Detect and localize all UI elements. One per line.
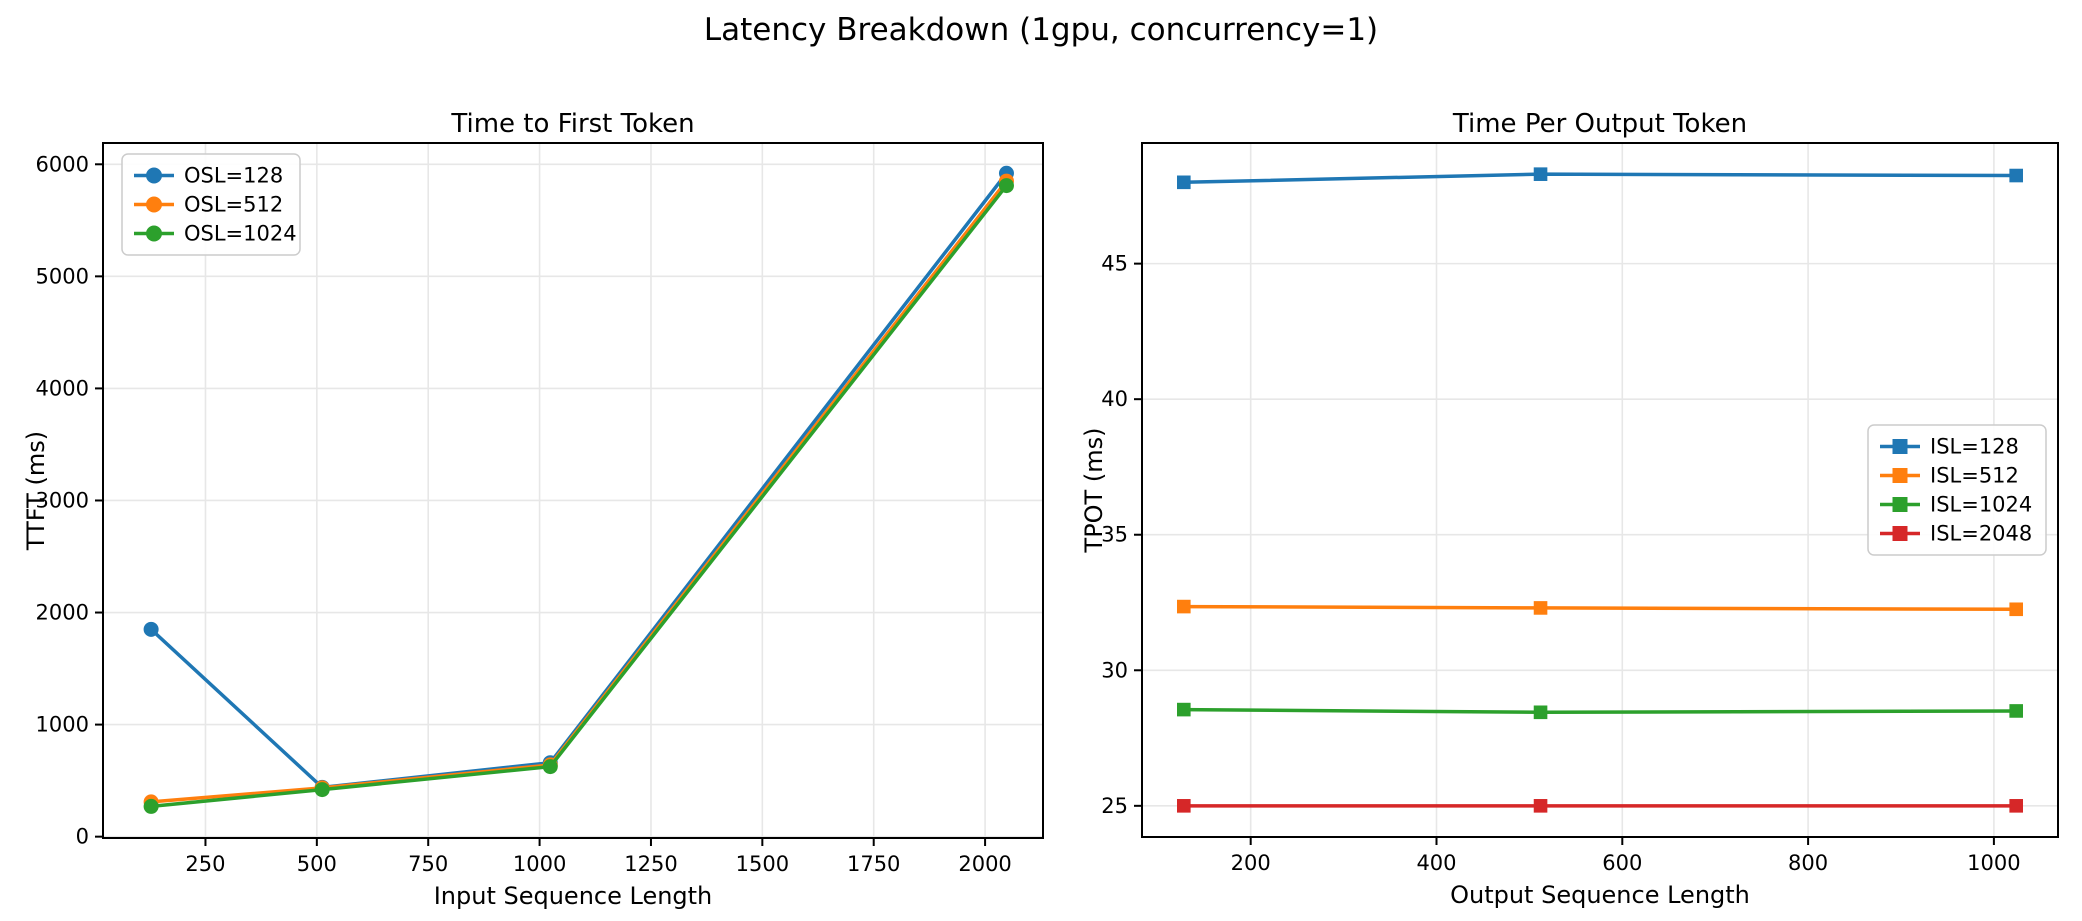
legend-item-isl-512: ISL=512 (1880, 464, 2019, 488)
x-tick-label: 1000 (513, 852, 566, 876)
y-tick-label: 4000 (36, 376, 89, 400)
plot-border (102, 142, 1044, 839)
x-axis-label: Output Sequence Length (1450, 881, 1750, 909)
legend: OSL=128 OSL=512 OSL=1024 (121, 153, 301, 256)
y-tick-label: 0 (76, 825, 89, 849)
series-isl-128-marker (1177, 175, 1191, 190)
series-osl-1024-marker (314, 782, 330, 798)
series-isl-1024-line (1182, 707, 2018, 715)
legend-item-isl-128: ISL=128 (1880, 435, 2019, 459)
legend-label: ISL=1024 (1930, 493, 2032, 517)
legend-marker (146, 167, 162, 184)
x-tick-label: 600 (1602, 851, 1642, 875)
legend-label: OSL=1024 (184, 222, 297, 246)
legend-marker (1892, 439, 1908, 454)
series-osl-1024-marker (143, 798, 159, 814)
series-isl-128-line (1182, 172, 2018, 185)
legend-label: ISL=512 (1930, 464, 2019, 488)
legend-box (121, 153, 301, 256)
chart-title: Time to First Token (450, 109, 694, 139)
plot-border (1141, 142, 2059, 838)
series-isl-2048-marker (2009, 799, 2023, 813)
series-isl-512-marker (1177, 599, 1191, 614)
legend-label: OSL=512 (184, 193, 283, 217)
figure-suptitle: Latency Breakdown (1gpu, concurrency=1) (703, 12, 1379, 48)
series-isl-512-marker (2009, 602, 2023, 617)
x-tick-label: 1750 (847, 852, 900, 876)
legend-item-isl-1024: ISL=1024 (1880, 493, 2032, 517)
legend-item-osl-1024: OSL=1024 (134, 222, 297, 246)
series-osl-1024-marker (998, 178, 1014, 194)
x-tick-label: 250 (185, 852, 225, 876)
y-tick-label: 25 (1101, 794, 1128, 818)
x-tick-label: 1500 (736, 852, 789, 876)
series-isl-1024-marker (1533, 705, 1548, 720)
y-tick-label: 30 (1101, 658, 1128, 682)
legend-marker (1892, 497, 1908, 512)
series-isl-512-line (1182, 604, 2018, 612)
x-tick-label: 750 (408, 852, 448, 876)
legend-label: ISL=2048 (1930, 522, 2032, 546)
series-osl-1024-line (149, 183, 1009, 809)
legend-item-osl-512: OSL=512 (134, 193, 283, 217)
legend-item-osl-128: OSL=128 (134, 164, 283, 188)
y-tick-label: 45 (1101, 252, 1128, 276)
series-osl-1024-marker (542, 759, 558, 775)
x-tick-label: 2000 (958, 852, 1011, 876)
x-tick-label: 500 (297, 852, 337, 876)
legend-label: ISL=128 (1930, 435, 2019, 459)
series-osl-128-line (149, 171, 1009, 790)
y-axis-label: TPOT (ms) (1080, 428, 1108, 554)
x-tick-label: 200 (1231, 851, 1271, 875)
series-isl-2048-marker (1177, 799, 1191, 813)
legend-marker (1892, 468, 1908, 483)
y-tick-label: 3000 (36, 488, 89, 512)
legend-marker (146, 225, 162, 242)
x-tick-label: 800 (1788, 851, 1828, 875)
series-isl-1024-marker (2009, 704, 2023, 718)
legend-label: OSL=128 (184, 164, 283, 188)
series-isl-128-marker (2009, 168, 2023, 183)
chart-time-to-first-token: 250 500 750 1000 1250 1500 1750 2000 0 1000 2000 30… (22, 109, 1044, 910)
x-axis-label: Input Sequence Length (434, 882, 713, 910)
series-isl-1024-marker (1177, 702, 1191, 717)
y-tick-label: 1000 (36, 713, 89, 737)
y-tick-label: 35 (1101, 523, 1128, 547)
y-axis-label: TTFT (ms) (22, 431, 50, 551)
series-isl-512-marker (1533, 601, 1548, 615)
y-tick-label: 6000 (36, 152, 89, 176)
legend-item-isl-2048: ISL=2048 (1880, 522, 2032, 546)
y-tick-label: 2000 (36, 601, 89, 625)
y-tick-label: 5000 (36, 264, 89, 288)
series-isl-2048-marker (1533, 799, 1548, 813)
legend-marker (146, 196, 162, 213)
y-tick-label: 40 (1101, 387, 1128, 411)
legend: ISL=128 ISL=512 ISL=1024 ISL=2048 (1867, 424, 2047, 556)
chart-time-per-output-token: 200 400 600 800 1000 25 30 35 40 45 Output Sequenc… (1080, 109, 2059, 909)
x-tick-label: 1250 (624, 852, 677, 876)
chart-title: Time Per Output Token (1452, 109, 1747, 139)
series-isl-128-marker (1533, 167, 1548, 181)
series-osl-512-line (149, 179, 1009, 804)
series-osl-128-marker (143, 621, 159, 637)
legend-box (1867, 424, 2047, 556)
x-tick-label: 400 (1416, 851, 1456, 875)
x-tick-label: 1000 (1967, 851, 2020, 875)
legend-marker (1892, 526, 1908, 541)
